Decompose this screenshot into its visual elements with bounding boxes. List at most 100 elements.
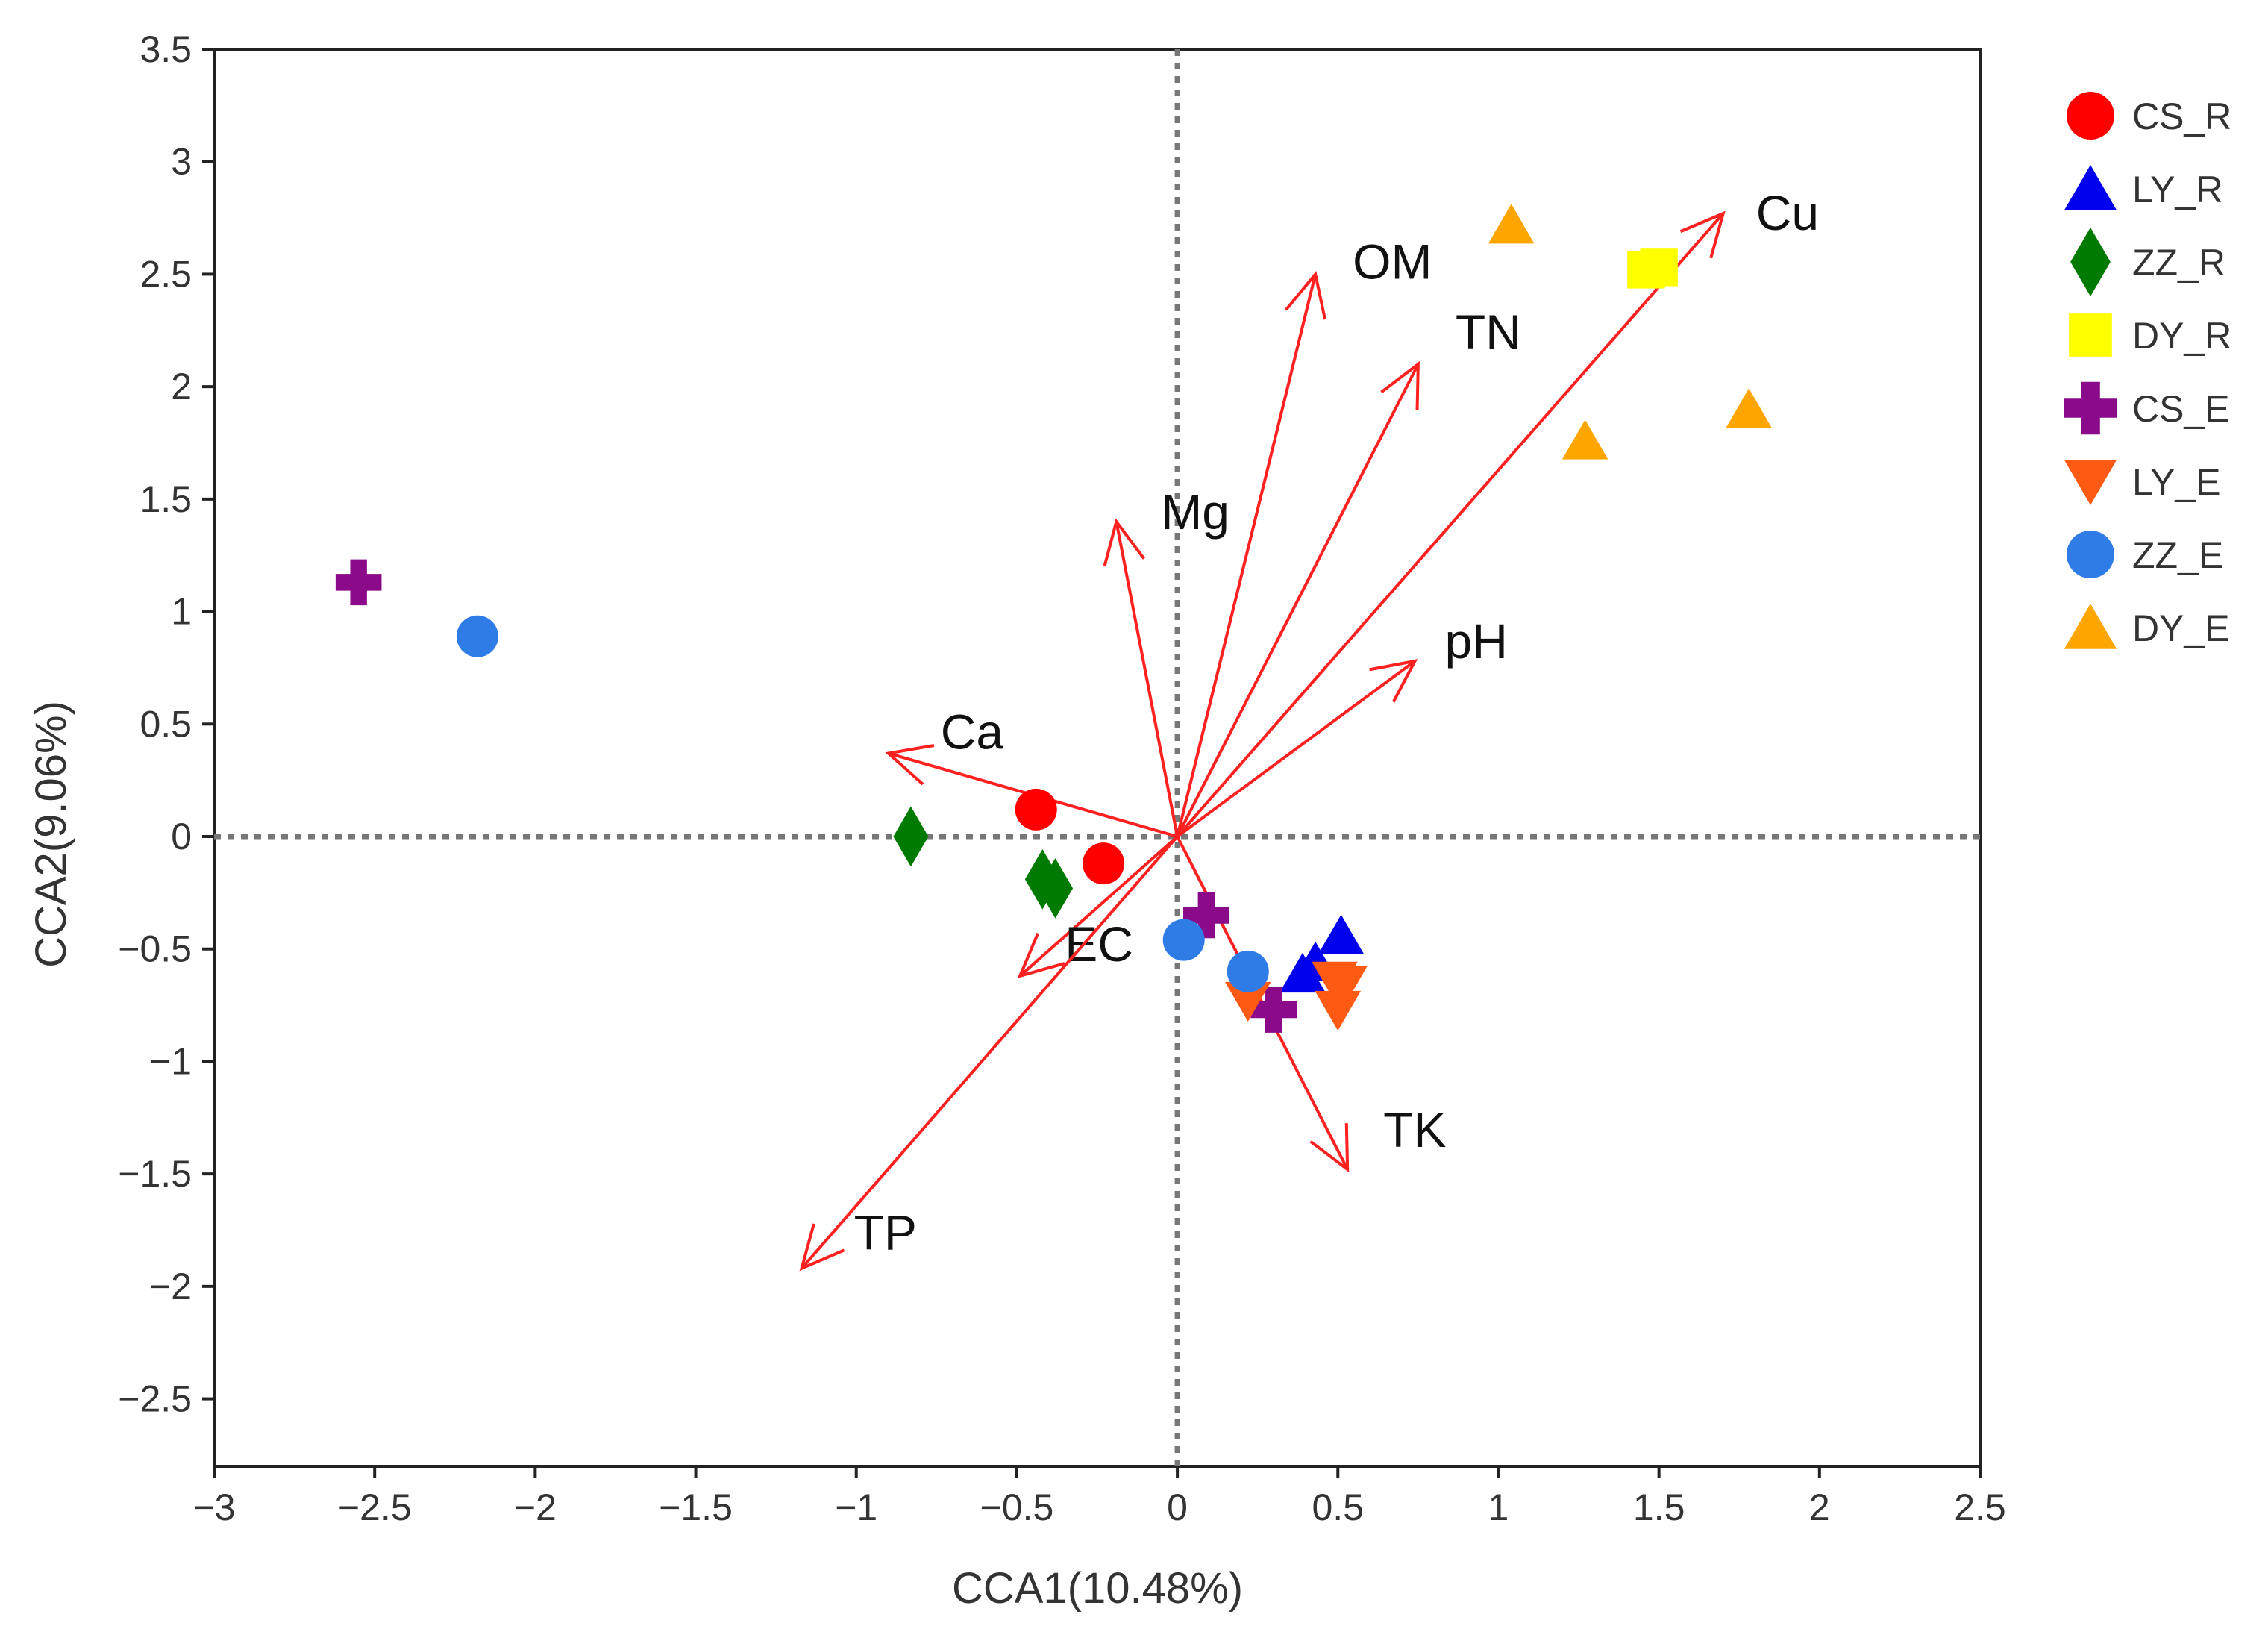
x-axis-title: CCA1(10.48%) <box>952 1564 1243 1613</box>
arrow-head <box>799 1223 845 1272</box>
legend-item-ly-e: LY_E <box>2064 460 2221 505</box>
legend-label: LY_R <box>2132 169 2222 210</box>
data-point <box>893 806 929 867</box>
y-tick-label: 0 <box>171 816 192 857</box>
legend-label: ZZ_R <box>2132 242 2225 284</box>
data-point <box>1162 919 1205 961</box>
series-cs-e <box>335 559 1297 1033</box>
arrow-head <box>1369 659 1418 703</box>
arrow-shaft <box>1176 660 1416 838</box>
arrow-head <box>1017 932 1065 978</box>
y-tick-label: 1.5 <box>140 478 192 520</box>
y-tick-label: 2 <box>171 366 192 407</box>
arrow-head <box>1679 210 1726 259</box>
data-point <box>1279 952 1326 993</box>
y-tick-label: −1 <box>149 1040 192 1082</box>
legend-item-cs-r: CS_R <box>2067 92 2231 140</box>
arrow-mg: Mg <box>1103 484 1229 837</box>
x-tick-label: 0 <box>1167 1486 1188 1528</box>
y-tick-label: 3.5 <box>140 28 192 70</box>
data-point <box>1318 914 1365 954</box>
y-tick-label: −2.5 <box>118 1378 192 1420</box>
arrow-label: TN <box>1456 304 1521 360</box>
data-point <box>1640 248 1678 287</box>
x-tick-label: −3 <box>192 1486 235 1528</box>
arrow-label: pH <box>1445 613 1508 669</box>
arrow-tk: TK <box>1176 836 1447 1173</box>
y-axis-ticks: 3.5 3 2.5 2 1.5 1 0.5 0 −0.5 −1 −1.5 −2 −2.5 <box>118 28 214 1420</box>
y-tick-label: −0.5 <box>118 928 192 970</box>
y-tick-label: 3 <box>171 141 192 183</box>
data-point <box>456 615 498 657</box>
arrow-label: OM <box>1353 234 1432 289</box>
arrow-tp: TP <box>799 835 1179 1272</box>
legend-item-dy-r: DY_R <box>2069 313 2231 357</box>
arrow-label: TP <box>854 1205 917 1260</box>
legend-label: ZZ_E <box>2132 534 2223 576</box>
legend-marker <box>2064 381 2117 435</box>
reference-lines <box>214 49 1980 1466</box>
data-point <box>1038 858 1074 919</box>
data-point <box>1726 388 1772 428</box>
arrow-shaft <box>1018 835 1179 978</box>
arrow-shaft <box>1176 212 1725 838</box>
y-tick-label: 2.5 <box>140 253 192 295</box>
arrow-om: OM <box>1176 234 1432 837</box>
legend-marker <box>2067 92 2114 140</box>
plot-frame <box>213 48 1982 1468</box>
legend-item-cs-e: CS_E <box>2064 381 2230 435</box>
series-ly-e <box>1224 961 1368 1031</box>
legend-item-ly-r: LY_R <box>2064 165 2222 210</box>
arrow-head <box>1380 360 1420 411</box>
x-tick-label: 1.5 <box>1633 1486 1685 1528</box>
series-cs-r <box>1015 788 1125 885</box>
data-point <box>1015 788 1057 831</box>
arrow-label: Cu <box>1756 185 1819 240</box>
y-tick-label: −2 <box>149 1266 192 1307</box>
legend-label: DY_E <box>2132 607 2230 649</box>
arrow-shaft <box>1115 521 1180 837</box>
data-point <box>1250 987 1297 1033</box>
y-axis-title: CCA2(9.06%) <box>27 701 75 968</box>
legend-marker <box>2069 313 2112 357</box>
data-point <box>1561 419 1608 460</box>
series-dy-e <box>1488 204 1772 460</box>
arrow-label: Ca <box>941 704 1004 759</box>
y-tick-label: 1 <box>171 591 192 633</box>
data-point <box>335 559 382 606</box>
sample-points <box>335 204 1772 1033</box>
x-axis-ticks: −3 −2.5 −2 −1.5 −1 −0.5 0 0.5 1 1.5 2 2.5 <box>192 1466 2006 1528</box>
series-zz-e <box>456 615 1269 992</box>
arrow-head <box>1285 270 1326 320</box>
x-tick-label: −2 <box>514 1486 557 1528</box>
x-tick-label: 2 <box>1809 1486 1830 1528</box>
environmental-arrows: OM TN Cu Mg pH Ca EC TK TP <box>799 185 1819 1272</box>
x-tick-label: −0.5 <box>980 1486 1054 1528</box>
arrow-label: TK <box>1383 1102 1446 1157</box>
arrow-head <box>885 744 935 786</box>
arrow-head <box>1103 518 1146 567</box>
x-tick-label: 0.5 <box>1312 1486 1365 1528</box>
arrow-shaft <box>801 835 1179 1270</box>
legend-label: CS_R <box>2132 96 2231 137</box>
data-point <box>1227 950 1269 992</box>
data-point <box>1224 981 1271 1022</box>
legend-marker <box>2064 165 2117 210</box>
data-point <box>1315 990 1362 1031</box>
legend-marker <box>2067 531 2114 578</box>
data-point <box>1083 842 1125 885</box>
arrow-tn: TN <box>1176 304 1521 837</box>
arrow-cu: Cu <box>1176 185 1819 838</box>
legend-item-dy-e: DY_E <box>2064 604 2230 649</box>
arrow-ph: pH <box>1176 613 1508 838</box>
legend: CS_R LY_R ZZ_R DY_R CS_E LY_E ZZ_E DY_E <box>2064 92 2231 649</box>
legend-item-zz-r: ZZ_R <box>2070 227 2225 297</box>
legend-item-zz-e: ZZ_E <box>2067 531 2223 578</box>
arrow-head <box>1309 1123 1350 1173</box>
x-tick-label: 2.5 <box>1954 1486 2006 1528</box>
series-zz-r <box>893 806 1074 919</box>
data-point <box>1183 892 1229 939</box>
arrow-label: Mg <box>1161 484 1229 540</box>
legend-marker <box>2064 604 2117 649</box>
